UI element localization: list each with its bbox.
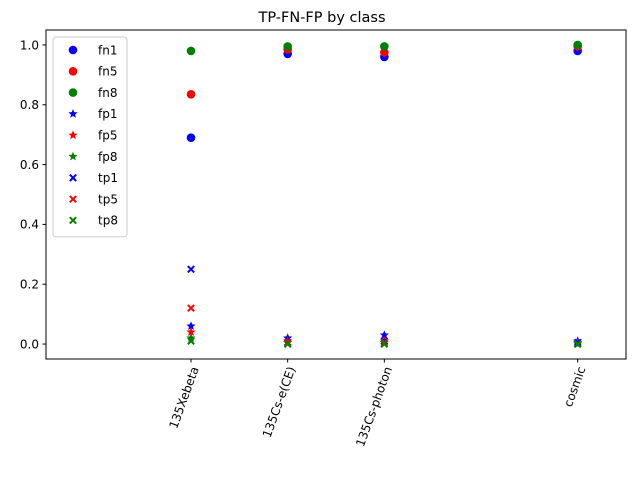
legend-label: tp8 xyxy=(98,214,118,228)
legend-label: fn5 xyxy=(98,65,117,79)
data-point xyxy=(380,42,389,51)
data-point xyxy=(186,133,196,142)
data-point xyxy=(379,330,389,339)
y-tick-label: 1.0 xyxy=(20,38,39,52)
data-point xyxy=(187,304,195,313)
data-point xyxy=(187,337,195,345)
data-point xyxy=(186,46,196,56)
axes-frame xyxy=(45,29,627,360)
data-point xyxy=(186,321,196,330)
legend-label: fp1 xyxy=(98,107,117,121)
legend: fn1 fn5 fn8 fp1 fp5 fp8 tp1 tp5 tp8 xyxy=(52,36,128,238)
y-tick-label: 0.2 xyxy=(20,278,39,292)
data-point xyxy=(380,338,389,347)
y-tick-label: 0.6 xyxy=(20,158,39,172)
legend-marker xyxy=(68,151,78,161)
legend-marker xyxy=(69,216,77,225)
legend-label: fp8 xyxy=(98,150,117,164)
data-point xyxy=(380,340,389,348)
data-point xyxy=(187,265,195,274)
y-tick-label: 0.0 xyxy=(20,337,39,351)
series-tp8 xyxy=(187,337,582,348)
data-point xyxy=(380,48,389,57)
series-fn8 xyxy=(186,40,582,56)
plot-area xyxy=(186,40,583,348)
legend-label: fn1 xyxy=(98,43,117,57)
data-point xyxy=(573,340,582,348)
legend-label: tp1 xyxy=(98,171,118,185)
legend-label: fn8 xyxy=(98,86,117,100)
y-tick-label: 0.8 xyxy=(20,98,39,112)
legend-marker xyxy=(69,195,77,203)
legend-marker xyxy=(68,130,78,140)
legend-label: tp5 xyxy=(98,192,118,206)
data-point xyxy=(283,338,292,347)
data-point xyxy=(573,338,582,347)
data-point xyxy=(186,90,196,99)
legend-marker xyxy=(68,45,78,55)
data-point xyxy=(573,40,582,50)
legend-marker xyxy=(68,109,78,118)
legend-box xyxy=(52,36,128,238)
y-tick-label: 0.4 xyxy=(20,218,39,232)
chart-title: TP-FN-FP by class xyxy=(257,10,385,26)
data-point xyxy=(283,340,292,348)
legend-label: fp5 xyxy=(98,129,117,143)
legend-marker xyxy=(68,67,78,76)
data-point xyxy=(186,327,196,336)
data-point xyxy=(283,42,292,51)
legend-marker xyxy=(68,88,78,97)
legend-marker xyxy=(69,173,77,182)
